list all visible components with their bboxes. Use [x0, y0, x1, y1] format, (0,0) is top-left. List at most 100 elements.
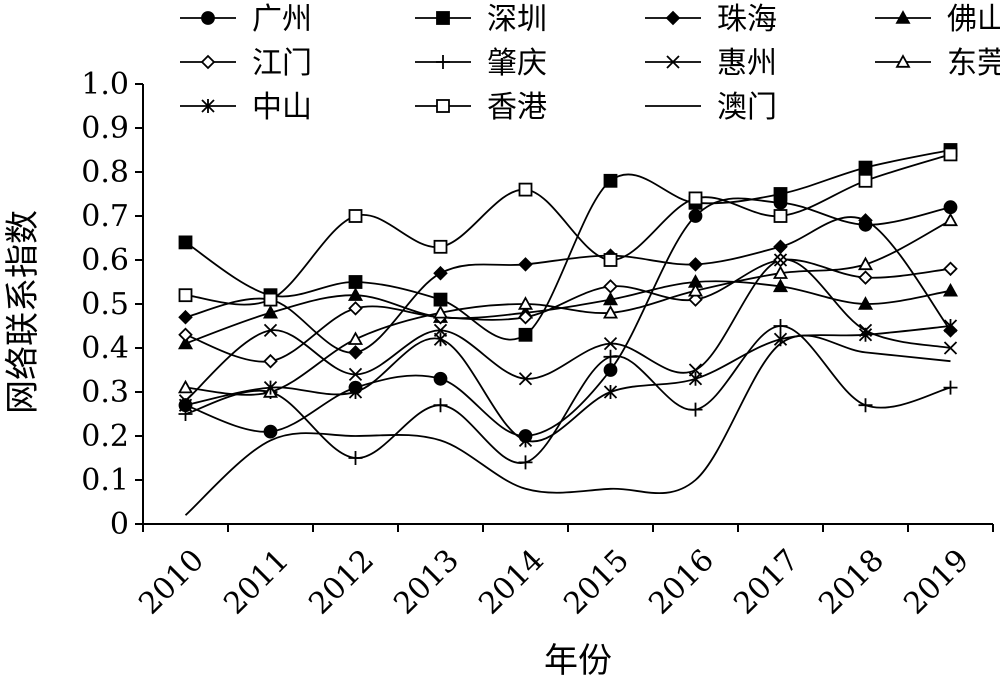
- y-tick-label: 0.1: [81, 463, 129, 498]
- data-point-6-7: [773, 253, 788, 267]
- data-point-8-8: [858, 327, 873, 342]
- legend-item: 肇庆: [415, 46, 547, 81]
- data-point-7-3: [432, 304, 449, 319]
- data-point-1-0: [178, 235, 193, 250]
- legend-marker: [436, 99, 450, 113]
- series-line-2: [185, 216, 952, 354]
- legend-label: 佛山: [947, 2, 1000, 37]
- data-point-8-1: [263, 380, 278, 395]
- legend-label: 肇庆: [487, 46, 547, 81]
- legend-item: 广州: [180, 2, 312, 37]
- data-point-8-4: [518, 433, 533, 448]
- y-tick-label: 0.2: [81, 419, 129, 454]
- data-point-7-5: [602, 304, 619, 319]
- legend-item: 东莞: [875, 46, 1000, 81]
- data-point-4-0: [178, 327, 193, 343]
- data-point-5-7: [773, 319, 788, 333]
- legend-marker: [665, 10, 681, 26]
- data-point-7-9: [942, 212, 959, 227]
- data-point-0-3: [433, 371, 448, 386]
- data-point-2-3: [433, 265, 448, 281]
- series-line-6: [184, 258, 951, 402]
- y-tick-label: 0.3: [81, 375, 129, 410]
- series-line-8: [185, 325, 951, 443]
- series-line-1: [185, 149, 951, 341]
- x-tick-label: 2018: [812, 543, 891, 622]
- data-point-0-6: [688, 209, 703, 223]
- legend-marker: [895, 54, 911, 68]
- data-point-2-4: [518, 257, 533, 272]
- x-tick-label: 2014: [472, 543, 551, 622]
- y-tick-label: 0.6: [81, 243, 129, 278]
- legend-marker: [895, 10, 911, 24]
- data-point-8-7: [773, 332, 788, 347]
- y-tick-label: 0.7: [81, 199, 129, 234]
- series-line-7: [185, 219, 951, 396]
- data-point-9-7: [773, 209, 788, 223]
- legend-label: 江门: [252, 46, 312, 81]
- data-point-8-9: [943, 319, 958, 333]
- data-point-5-3: [433, 398, 448, 413]
- data-point-1-7: [773, 187, 788, 201]
- data-point-2-2: [348, 345, 363, 360]
- data-point-6-9: [943, 341, 958, 355]
- data-point-3-8: [857, 296, 874, 310]
- y-tick-label: 0.8: [81, 155, 129, 190]
- legend-label: 广州: [252, 2, 312, 37]
- data-point-9-8: [858, 173, 873, 188]
- data-point-1-8: [858, 160, 873, 175]
- data-point-9-5: [603, 253, 618, 267]
- data-point-5-6: [688, 402, 703, 417]
- data-point-6-5: [603, 336, 618, 351]
- data-point-3-9: [942, 282, 959, 297]
- data-point-8-2: [348, 385, 363, 399]
- x-axis-title: 年份: [544, 641, 612, 681]
- legend-marker: [436, 55, 450, 69]
- data-point-5-2: [348, 451, 363, 465]
- y-tick-label: 0.4: [81, 331, 129, 366]
- data-point-3-1: [262, 304, 279, 319]
- x-tick-label: 2015: [557, 543, 636, 622]
- data-point-9-1: [263, 292, 278, 307]
- data-point-9-9: [943, 147, 958, 162]
- data-point-7-8: [857, 256, 874, 271]
- legend-item: 珠海: [645, 2, 777, 37]
- data-point-4-4: [518, 309, 533, 325]
- legend-marker: [436, 11, 450, 25]
- data-point-9-2: [348, 209, 363, 223]
- series-markers: [177, 143, 959, 470]
- data-point-5-5: [603, 349, 618, 364]
- data-point-8-6: [688, 371, 703, 386]
- series-line-4: [185, 258, 951, 363]
- legend-item: 江门: [180, 46, 312, 81]
- data-point-5-9: [943, 380, 958, 395]
- data-point-7-7: [772, 265, 789, 279]
- x-tick-label: 2013: [387, 543, 466, 622]
- data-point-4-2: [348, 301, 363, 316]
- series-line-3: [185, 280, 951, 345]
- legend-marker: [201, 11, 215, 25]
- legend-label: 香港: [487, 90, 547, 125]
- data-point-9-3: [433, 239, 448, 254]
- data-point-7-4: [517, 296, 534, 310]
- data-point-5-4: [518, 455, 533, 470]
- data-point-3-7: [772, 278, 789, 293]
- x-tick-label: 2019: [897, 543, 976, 622]
- legend-item: 深圳: [415, 2, 547, 37]
- data-point-2-0: [178, 309, 193, 325]
- data-point-2-8: [858, 213, 873, 228]
- legend-item: 惠州: [645, 46, 777, 81]
- legend-item: 香港: [415, 90, 547, 125]
- data-point-0-9: [943, 200, 958, 215]
- data-point-7-6: [687, 282, 704, 297]
- data-point-3-5: [602, 291, 619, 306]
- data-point-1-5: [603, 173, 618, 188]
- data-point-3-2: [347, 287, 364, 301]
- series-lines: [184, 149, 952, 516]
- x-tick-label: 2017: [727, 543, 806, 622]
- x-tick-label: 2010: [132, 543, 211, 622]
- legend-marker: [200, 54, 216, 70]
- legend-label: 惠州: [717, 46, 777, 81]
